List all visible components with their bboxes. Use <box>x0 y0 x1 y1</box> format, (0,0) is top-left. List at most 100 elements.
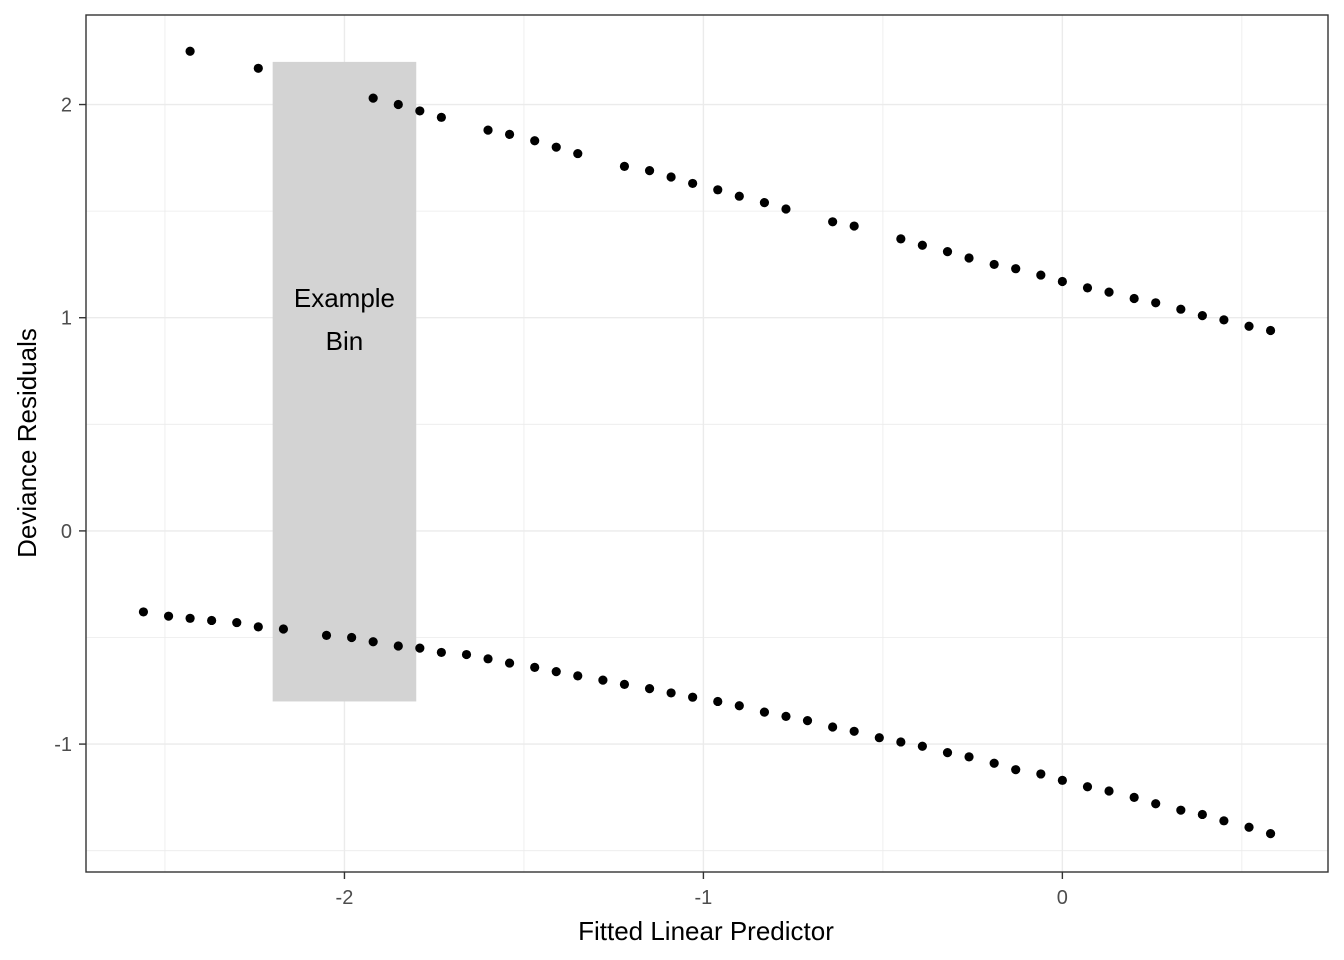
data-point <box>917 741 927 751</box>
data-point <box>1151 799 1161 809</box>
data-point <box>1036 270 1046 280</box>
data-point <box>759 707 770 717</box>
y-tick-label: -1 <box>54 734 72 756</box>
y-tick-label: 1 <box>61 308 72 330</box>
data-point <box>530 136 540 146</box>
data-point <box>688 692 698 702</box>
data-point <box>989 259 999 270</box>
data-point <box>461 649 472 660</box>
data-point <box>1176 805 1186 815</box>
data-point <box>1104 786 1114 796</box>
data-point <box>1082 283 1093 293</box>
data-point <box>1082 782 1093 792</box>
data-point <box>207 615 217 626</box>
data-point <box>253 622 263 632</box>
data-point <box>1176 304 1186 314</box>
data-point <box>713 696 723 707</box>
data-point <box>828 217 838 227</box>
data-point <box>964 253 974 263</box>
data-point <box>321 630 332 640</box>
data-point <box>551 667 561 677</box>
data-point <box>1219 816 1229 826</box>
data-point <box>1197 809 1207 820</box>
data-point <box>483 654 493 664</box>
data-point <box>232 617 242 628</box>
data-point <box>734 701 744 711</box>
data-point <box>1244 822 1254 832</box>
data-point <box>185 46 195 56</box>
data-point <box>781 711 791 721</box>
data-point <box>436 647 446 658</box>
data-point <box>1057 276 1067 287</box>
data-point <box>1151 298 1161 308</box>
y-tick-label: 2 <box>61 95 72 117</box>
data-point <box>688 178 698 189</box>
data-point <box>1129 792 1139 802</box>
x-tick-label: 0 <box>1057 887 1068 909</box>
data-point <box>185 613 195 623</box>
data-point <box>896 234 906 244</box>
data-point <box>368 637 378 647</box>
data-point <box>896 737 906 747</box>
example-bin-rect <box>272 61 417 702</box>
data-point <box>393 641 403 651</box>
data-point <box>368 93 378 103</box>
data-point <box>917 240 927 250</box>
data-point <box>1129 293 1139 304</box>
data-point <box>942 247 953 257</box>
data-point <box>666 172 676 182</box>
data-point <box>1219 315 1229 325</box>
data-point <box>874 733 884 743</box>
data-point <box>849 726 859 736</box>
data-point <box>436 112 446 122</box>
data-point <box>598 675 608 685</box>
data-point <box>964 752 974 762</box>
data-point <box>138 607 149 617</box>
y-tick-label: 0 <box>61 521 72 543</box>
data-point <box>989 758 999 768</box>
data-point <box>619 161 630 171</box>
data-point <box>759 198 770 208</box>
data-point <box>1036 769 1046 779</box>
data-point <box>253 63 263 73</box>
data-point <box>781 204 791 214</box>
x-axis-ticks: -2 -1 0 <box>336 872 1068 909</box>
example-bin-label: Example <box>294 283 395 313</box>
data-point <box>278 624 289 634</box>
x-axis-title: Fitted Linear Predictor <box>578 916 834 946</box>
data-point <box>619 679 630 689</box>
data-point <box>573 671 583 681</box>
y-axis-ticks: -1 0 1 2 <box>54 95 86 756</box>
data-point <box>734 191 744 201</box>
data-point <box>163 611 174 621</box>
data-point <box>666 688 676 698</box>
x-tick-label: -2 <box>336 887 354 909</box>
data-point <box>530 662 540 672</box>
grid-lines <box>86 15 1328 872</box>
data-point <box>1265 325 1276 336</box>
data-point <box>393 99 403 110</box>
data-point <box>483 125 493 135</box>
panel-border <box>85 14 1329 873</box>
data-point <box>942 748 953 758</box>
data-point <box>347 632 357 643</box>
data-point <box>1244 321 1254 331</box>
data-point <box>1104 287 1114 297</box>
data-point <box>504 129 515 139</box>
data-point <box>713 185 723 195</box>
data-point <box>551 142 561 152</box>
data-point <box>644 684 655 694</box>
data-point <box>1197 310 1207 321</box>
data-point <box>415 643 425 653</box>
example-bin-label: Bin <box>326 326 364 356</box>
data-point <box>644 166 655 176</box>
data-point <box>573 148 583 159</box>
data-point <box>828 722 838 732</box>
data-point <box>802 716 813 726</box>
data-point <box>504 658 515 668</box>
data-point <box>415 106 425 116</box>
x-tick-label: -1 <box>695 887 713 909</box>
data-point <box>1011 765 1021 775</box>
